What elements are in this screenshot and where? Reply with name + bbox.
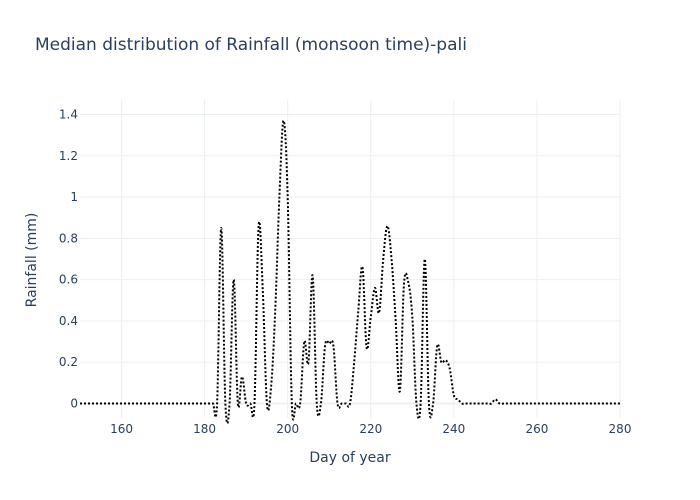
x-tick-label: 180: [193, 422, 216, 436]
x-tick-label: 160: [110, 422, 133, 436]
x-tick-label: 220: [359, 422, 382, 436]
x-axis-title: Day of year: [309, 450, 391, 466]
x-tick-label: 280: [609, 422, 632, 436]
series-line: [79, 119, 620, 425]
x-tick-label: 200: [276, 422, 299, 436]
x-tick-label: 260: [525, 422, 548, 436]
y-tick-label: 1.2: [59, 149, 78, 163]
data-layer: [79, 119, 620, 425]
grid: [80, 100, 621, 418]
y-axis-title: Rainfall (mm): [24, 213, 40, 308]
y-tick-label: 0: [70, 397, 78, 411]
y-axis-ticks: 0 0.2 0.4 0.6 0.8 1 1.2 1.4: [59, 107, 78, 410]
y-tick-label: 0.4: [59, 314, 78, 328]
y-tick-label: 0.8: [59, 231, 78, 245]
chart-title: Median distribution of Rainfall (monsoon…: [35, 35, 467, 55]
y-tick-label: 0.2: [59, 355, 78, 369]
y-tick-label: 0.6: [59, 273, 78, 287]
y-tick-label: 1.4: [59, 107, 78, 121]
y-tick-label: 1: [70, 190, 78, 204]
x-tick-label: 240: [442, 422, 465, 436]
x-axis-ticks: 160 180 200 220 240 260 280: [110, 422, 631, 436]
